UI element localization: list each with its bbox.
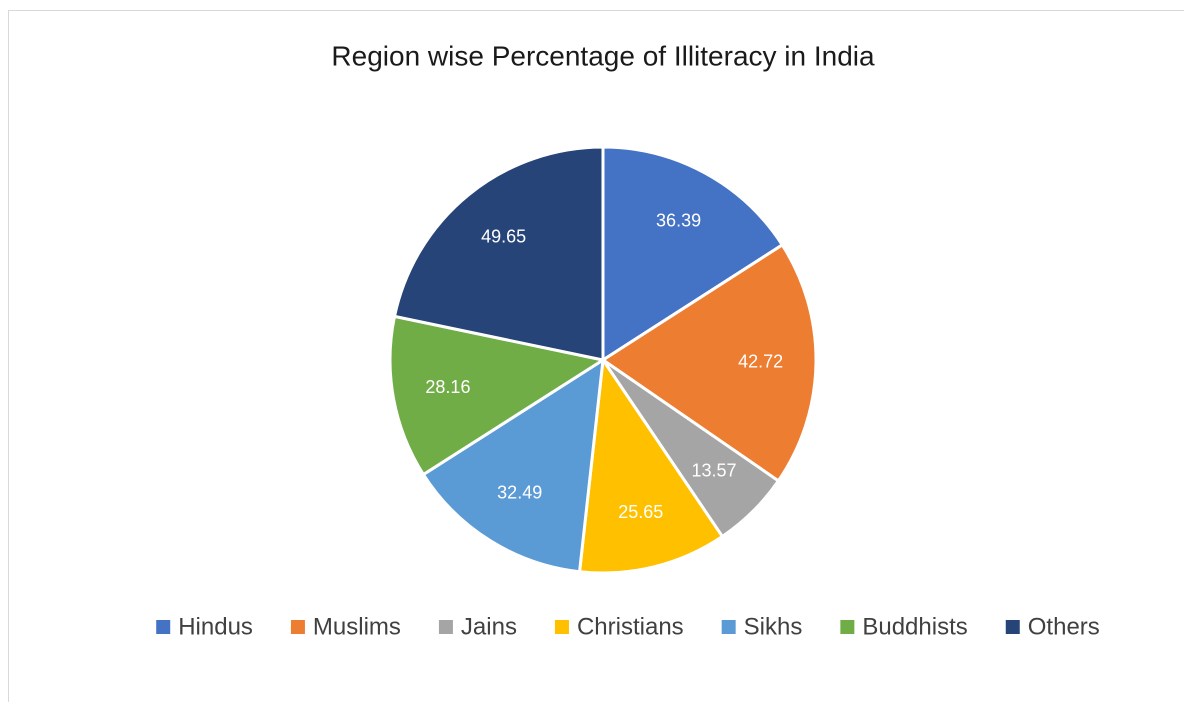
data-label: 13.57: [691, 461, 736, 481]
legend: Hindus Muslims Jains Christians Sikhs Buddhis…: [156, 613, 1100, 640]
pie-slice: [392, 145, 605, 362]
legend-swatch: [438, 620, 453, 634]
pie-slice: [601, 145, 785, 363]
chart-title: Region wise Percentage of Illiteracy in …: [331, 40, 875, 71]
pie-slice: [388, 314, 607, 477]
legend-swatch: [840, 620, 855, 634]
pie-slice: [577, 355, 725, 575]
pie-slice: [421, 357, 605, 574]
legend-label: Hindus: [178, 613, 253, 640]
legend-label: Buddhists: [862, 613, 967, 640]
data-label: 28.16: [425, 377, 470, 397]
data-label: 36.39: [656, 210, 701, 230]
data-label: 25.65: [618, 502, 663, 522]
pie-slice: [600, 242, 818, 483]
legend-label: Sikhs: [744, 613, 803, 640]
legend-label: Christians: [577, 613, 684, 640]
data-label: 49.65: [481, 226, 526, 246]
chart-border: [8, 10, 1184, 702]
data-label: 42.72: [738, 351, 783, 371]
legend-swatch: [156, 620, 171, 634]
legend-label: Jains: [461, 613, 517, 640]
legend-label: Others: [1028, 613, 1100, 640]
legend-swatch: [721, 620, 736, 634]
legend-swatch: [1005, 620, 1020, 634]
legend-swatch: [554, 620, 569, 634]
legend-swatch: [290, 620, 305, 634]
data-label: 32.49: [497, 483, 542, 503]
legend-label: Muslims: [313, 613, 401, 640]
